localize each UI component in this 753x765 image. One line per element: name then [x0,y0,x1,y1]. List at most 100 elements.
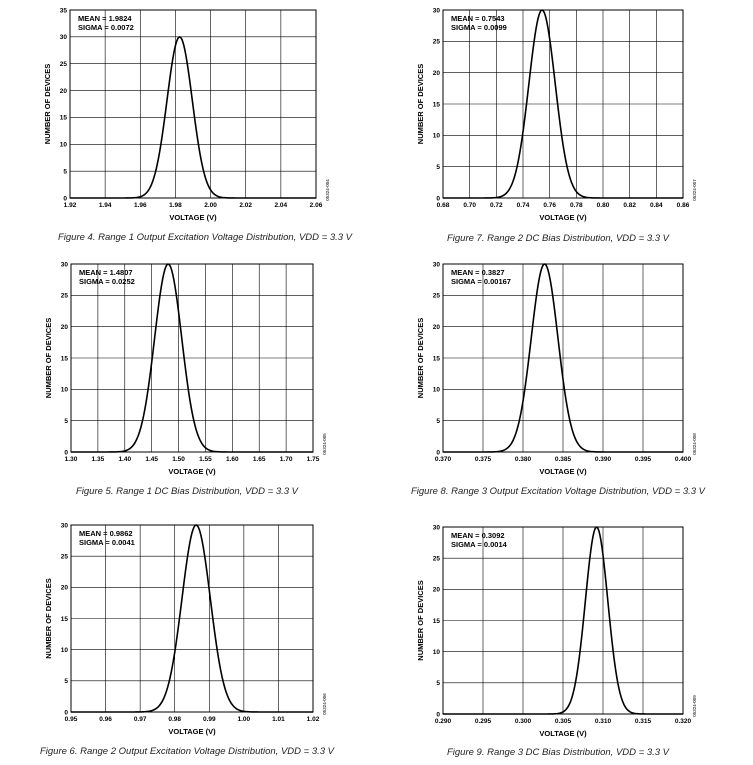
distribution-curve [70,35,316,199]
x-tick-label: 1.65 [253,456,266,463]
x-tick-label: 0.370 [435,456,452,463]
x-tick-label: 0.380 [515,456,532,463]
figure-code: 05324-006 [322,693,327,715]
x-tick-label: 0.310 [595,718,612,725]
y-tick-label: 5 [64,418,68,425]
x-axis-label: VOLTAGE (V) [169,213,217,222]
x-tick-label: 0.80 [597,202,610,209]
sigma-label: SIGMA = 0.00167 [451,277,511,286]
x-tick-label: 1.60 [226,456,239,463]
x-tick-label: 0.82 [623,202,636,209]
y-tick-label: 20 [433,587,441,594]
plot-frame [442,9,684,199]
y-tick-label: 20 [60,88,68,95]
x-tick-label: 1.00 [238,716,251,723]
sigma-label: SIGMA = 0.0014 [451,540,508,549]
y-tick-label: 15 [433,355,441,362]
x-tick-label: 1.45 [145,456,158,463]
y-tick-label: 5 [63,168,67,175]
x-tick-label: 0.72 [490,202,503,209]
distribution-curve [443,9,683,199]
x-tick-label: 2.02 [239,202,252,209]
y-tick-label: 0 [436,449,440,456]
y-tick-label: 25 [60,61,68,68]
x-tick-label: 0.97 [134,716,147,723]
figure-caption: Figure 5. Range 1 DC Bias Distribution, … [76,486,300,497]
plot-frame [442,526,684,715]
sigma-label: SIGMA = 0.0252 [79,277,135,286]
y-tick-label: 20 [433,324,441,331]
mean-label: MEAN = 0.9862 [79,529,133,538]
x-tick-label: 1.50 [172,456,185,463]
x-tick-label: 1.30 [65,456,78,463]
x-tick-label: 0.400 [675,456,692,463]
y-tick-label: 25 [433,555,441,562]
distribution-curve [443,526,683,715]
y-tick-label: 25 [433,293,441,300]
x-tick-label: 2.04 [275,202,288,209]
x-axis-label: VOLTAGE (V) [168,467,216,476]
y-tick-label: 25 [61,553,69,560]
y-axis-label: NUMBER OF DEVICES [416,318,425,398]
y-tick-label: 25 [61,293,69,300]
x-tick-label: 1.55 [199,456,212,463]
mean-label: MEAN = 0.7543 [451,14,505,23]
y-tick-label: 30 [60,34,68,41]
y-tick-label: 0 [64,449,68,456]
y-tick-label: 20 [61,324,69,331]
y-tick-label: 0 [64,709,68,716]
x-tick-label: 0.76 [543,202,556,209]
y-axis-label: NUMBER OF DEVICES [44,578,53,658]
y-tick-label: 5 [436,680,440,687]
plot-frame [442,263,684,453]
plot-frame [69,9,317,199]
x-axis-label: VOLTAGE (V) [168,727,216,736]
chart-5: 0.95 0.96 0.97 0.98 0.99 1.00 1.01 1.02 0 5 10 15 20… [40,522,336,757]
y-tick-label: 10 [433,649,441,656]
y-tick-label: 15 [433,618,441,625]
x-tick-label: 0.95 [65,716,78,723]
x-tick-label: 0.96 [99,716,112,723]
x-tick-label: 0.98 [168,716,181,723]
x-axis-label: VOLTAGE (V) [539,467,587,476]
x-tick-label: 1.94 [99,202,112,209]
x-tick-label: 1.98 [169,202,182,209]
y-tick-label: 35 [60,7,68,14]
sigma-label: SIGMA = 0.0072 [78,23,134,32]
figure-code: 05324-009 [692,695,697,717]
mean-label: MEAN = 1.4807 [79,268,133,277]
chart-6: 0.290 0.295 0.300 0.305 0.310 0.315 0.320 0 5 10 1… [416,524,697,758]
y-tick-label: 15 [61,616,69,623]
sigma-label: SIGMA = 0.0041 [79,538,135,547]
y-tick-label: 30 [61,261,69,268]
x-tick-label: 1.01 [272,716,285,723]
y-tick-label: 20 [433,70,441,77]
x-tick-label: 0.78 [570,202,583,209]
y-tick-label: 10 [433,133,441,140]
x-tick-label: 1.70 [280,456,293,463]
y-tick-label: 15 [433,101,441,108]
y-tick-label: 30 [433,524,441,531]
y-axis-label: NUMBER OF DEVICES [44,318,53,398]
x-tick-label: 0.74 [517,202,530,209]
x-tick-label: 1.92 [64,202,77,209]
x-tick-label: 1.75 [307,456,320,463]
plot-frame [70,524,314,713]
y-tick-label: 20 [61,585,69,592]
y-tick-label: 25 [433,39,441,46]
x-tick-label: 0.295 [475,718,492,725]
x-tick-label: 0.395 [635,456,652,463]
y-tick-label: 5 [436,418,440,425]
chart-4: 0.370 0.375 0.380 0.385 0.390 0.395 0.400 0 5 10 1… [411,261,707,497]
x-tick-label: 0.68 [437,202,450,209]
x-tick-label: 0.390 [595,456,612,463]
x-tick-label: 1.35 [92,456,105,463]
x-tick-label: 0.99 [203,716,216,723]
y-tick-label: 5 [64,678,68,685]
x-tick-label: 0.315 [635,718,652,725]
x-tick-label: 0.86 [677,202,690,209]
figure-caption: Figure 6. Range 2 Output Excitation Volt… [40,746,336,757]
x-tick-label: 0.290 [435,718,452,725]
distribution-curve [71,263,313,453]
